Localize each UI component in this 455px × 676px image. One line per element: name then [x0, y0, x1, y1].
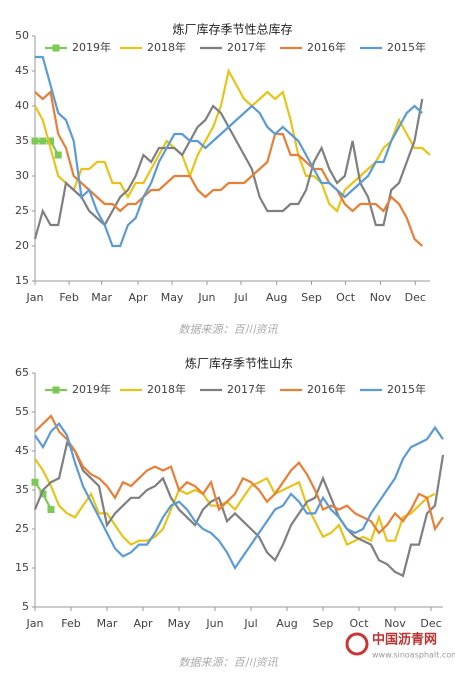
- x-tick-label: Nov: [370, 291, 392, 304]
- watermark-url: www.sinoasphalt.com: [372, 651, 455, 660]
- y-tick-label: 15: [15, 274, 29, 287]
- legend-label: 2015年: [387, 382, 426, 396]
- x-tick-label: May: [168, 617, 191, 630]
- x-tick-label: Dec: [420, 617, 441, 630]
- legend-label: 2016年: [307, 382, 346, 396]
- series-marker: [39, 137, 47, 145]
- series-line: [35, 139, 60, 156]
- series-line: [33, 441, 445, 578]
- series-marker: [46, 137, 54, 145]
- y-tick-label: 50: [15, 29, 29, 42]
- x-tick-label: Apr: [128, 291, 148, 304]
- series-line: [34, 458, 436, 547]
- source-note: 数据来源：百川资讯: [179, 656, 279, 669]
- legend-label: 2018年: [147, 40, 186, 54]
- x-tick-label: May: [161, 291, 184, 304]
- series-line: [34, 414, 444, 535]
- x-tick-label: Jun: [205, 617, 223, 630]
- x-tick-label: Dec: [405, 291, 426, 304]
- x-tick-label: Aug: [266, 291, 287, 304]
- chart-title: 炼厂库存季节性总库存: [172, 22, 292, 37]
- x-tick-label: Sep: [313, 617, 334, 630]
- x-tick-label: Feb: [61, 617, 80, 630]
- y-tick-label: 40: [15, 99, 29, 112]
- series-marker: [31, 478, 39, 486]
- watermark-logo: [345, 632, 369, 656]
- y-tick-label: 45: [15, 444, 29, 457]
- y-tick-label: 35: [15, 483, 29, 496]
- x-tick-label: Jun: [197, 291, 215, 304]
- x-tick-label: Apr: [133, 617, 153, 630]
- series-marker: [39, 490, 47, 498]
- y-tick-label: 45: [15, 64, 29, 77]
- legend-marker: [52, 386, 60, 394]
- legend-label: 2016年: [307, 40, 346, 54]
- series-marker: [54, 151, 62, 159]
- legend-label: 2017年: [227, 382, 266, 396]
- legend-label: 2019年: [72, 382, 111, 396]
- y-tick-label: 65: [15, 366, 29, 379]
- x-tick-label: Oct: [349, 617, 369, 630]
- source-note: 数据来源：百川资讯: [179, 323, 279, 336]
- y-tick-label: 25: [15, 204, 29, 217]
- legend-label: 2015年: [387, 40, 426, 54]
- watermark-name: 中国沥青网: [372, 632, 437, 648]
- x-tick-label: Aug: [276, 617, 297, 630]
- x-tick-label: Sep: [301, 291, 322, 304]
- series-marker: [47, 506, 55, 513]
- y-tick-label: 55: [15, 405, 29, 418]
- y-tick-label: 25: [15, 522, 29, 535]
- x-tick-label: Jan: [26, 617, 44, 630]
- legend-label: 2018年: [147, 382, 186, 396]
- watermark: 中国沥青网 www.sinoasphalt.com: [345, 632, 455, 660]
- x-tick-label: Jul: [243, 617, 257, 630]
- x-tick-label: Jan: [26, 291, 44, 304]
- y-tick-label: 5: [22, 600, 29, 613]
- x-tick-label: Mar: [91, 291, 112, 304]
- chart-title: 炼厂库存季节性山东: [185, 356, 293, 371]
- y-tick-label: 15: [15, 561, 29, 574]
- x-tick-label: Mar: [97, 617, 118, 630]
- x-tick-label: Oct: [336, 291, 356, 304]
- y-tick-label: 20: [15, 239, 29, 252]
- series-line: [34, 421, 444, 571]
- x-tick-label: Jul: [233, 291, 247, 304]
- y-tick-label: 35: [15, 134, 29, 147]
- legend-marker: [52, 44, 60, 52]
- x-tick-label: Feb: [59, 291, 78, 304]
- series-line: [34, 67, 431, 213]
- series-line: [34, 89, 423, 247]
- series-line: [33, 98, 424, 240]
- y-tick-label: 30: [15, 169, 29, 182]
- legend-label: 2017年: [227, 40, 266, 54]
- series-marker: [31, 137, 39, 145]
- x-tick-label: Nov: [384, 617, 406, 630]
- legend-label: 2019年: [72, 40, 111, 54]
- series-line: [35, 55, 423, 248]
